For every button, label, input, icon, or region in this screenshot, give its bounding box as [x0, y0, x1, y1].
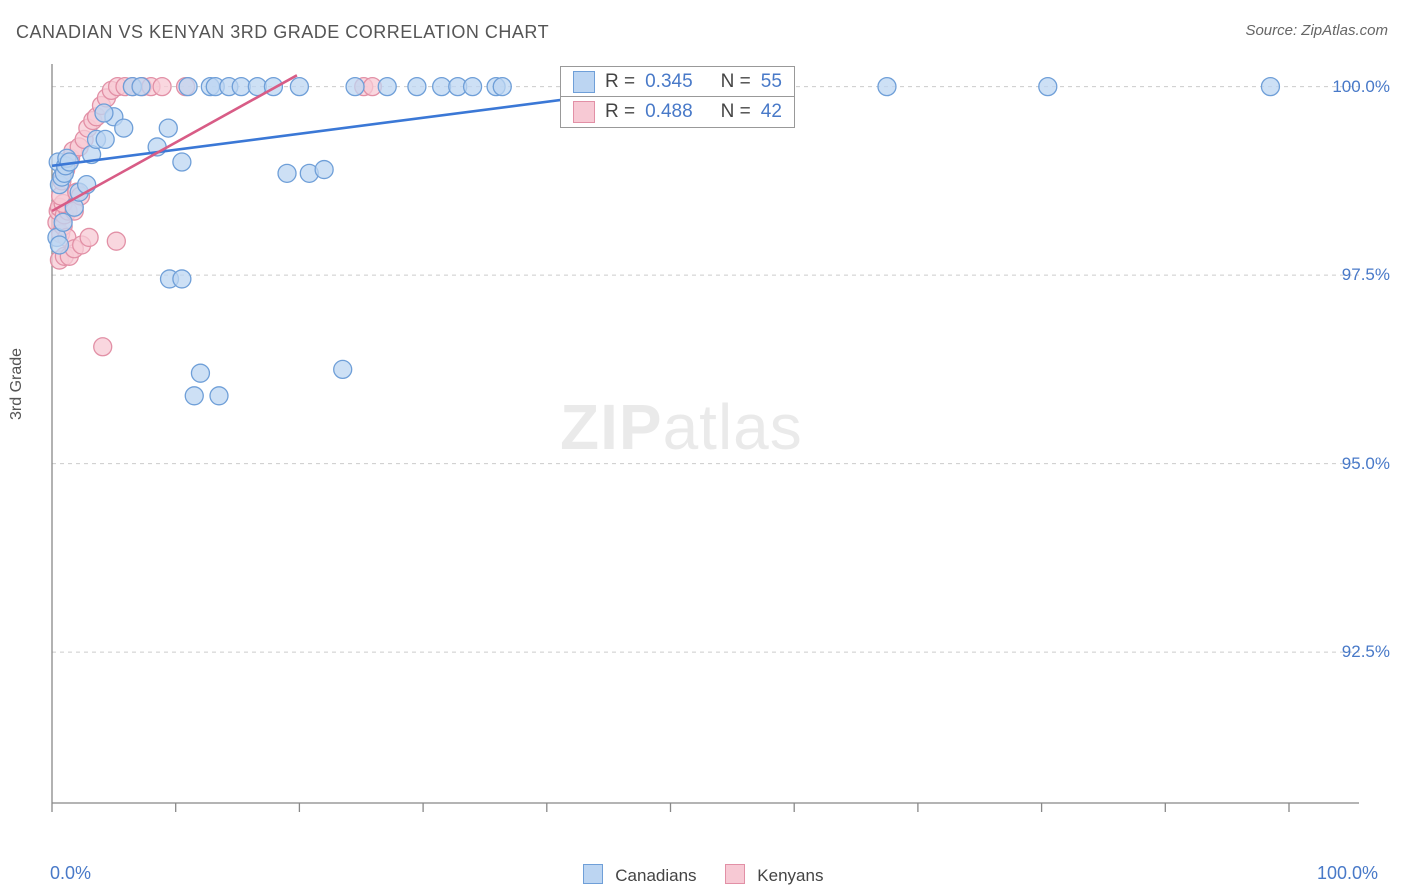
- legend-swatch-canadians: [583, 864, 603, 884]
- legend: Canadians Kenyans: [0, 864, 1406, 886]
- stat-N-value: 55: [761, 71, 782, 93]
- y-tick-label: 92.5%: [1342, 642, 1390, 662]
- stat-R-label: R =: [605, 71, 635, 93]
- stat-swatch-canadians: [573, 71, 595, 93]
- stat-box-kenyans: R = 0.488 N = 42: [560, 96, 795, 128]
- y-axis-label: 3rd Grade: [8, 348, 26, 420]
- source-attribution: Source: ZipAtlas.com: [1245, 22, 1388, 39]
- y-tick-label: 95.0%: [1342, 454, 1390, 474]
- chart-title: CANADIAN VS KENYAN 3RD GRADE CORRELATION…: [16, 22, 549, 43]
- stat-swatch-kenyans: [573, 101, 595, 123]
- legend-label-kenyans: Kenyans: [757, 866, 823, 885]
- chart-container: CANADIAN VS KENYAN 3RD GRADE CORRELATION…: [0, 0, 1406, 892]
- stat-N-value: 42: [761, 101, 782, 123]
- stat-N-label: N =: [721, 101, 751, 123]
- legend-swatch-kenyans: [725, 864, 745, 884]
- stat-R-value: 0.488: [645, 101, 693, 123]
- watermark: ZIPatlas: [560, 390, 803, 464]
- legend-label-canadians: Canadians: [615, 866, 696, 885]
- stat-N-label: N =: [721, 71, 751, 93]
- y-tick-label: 97.5%: [1342, 265, 1390, 285]
- stat-R-value: 0.345: [645, 71, 693, 93]
- legend-item-kenyans: Kenyans: [725, 864, 824, 886]
- y-tick-label: 100.0%: [1332, 77, 1390, 97]
- legend-item-canadians: Canadians: [583, 864, 697, 886]
- stat-R-label: R =: [605, 101, 635, 123]
- stat-box-canadians: R = 0.345 N = 55: [560, 66, 795, 98]
